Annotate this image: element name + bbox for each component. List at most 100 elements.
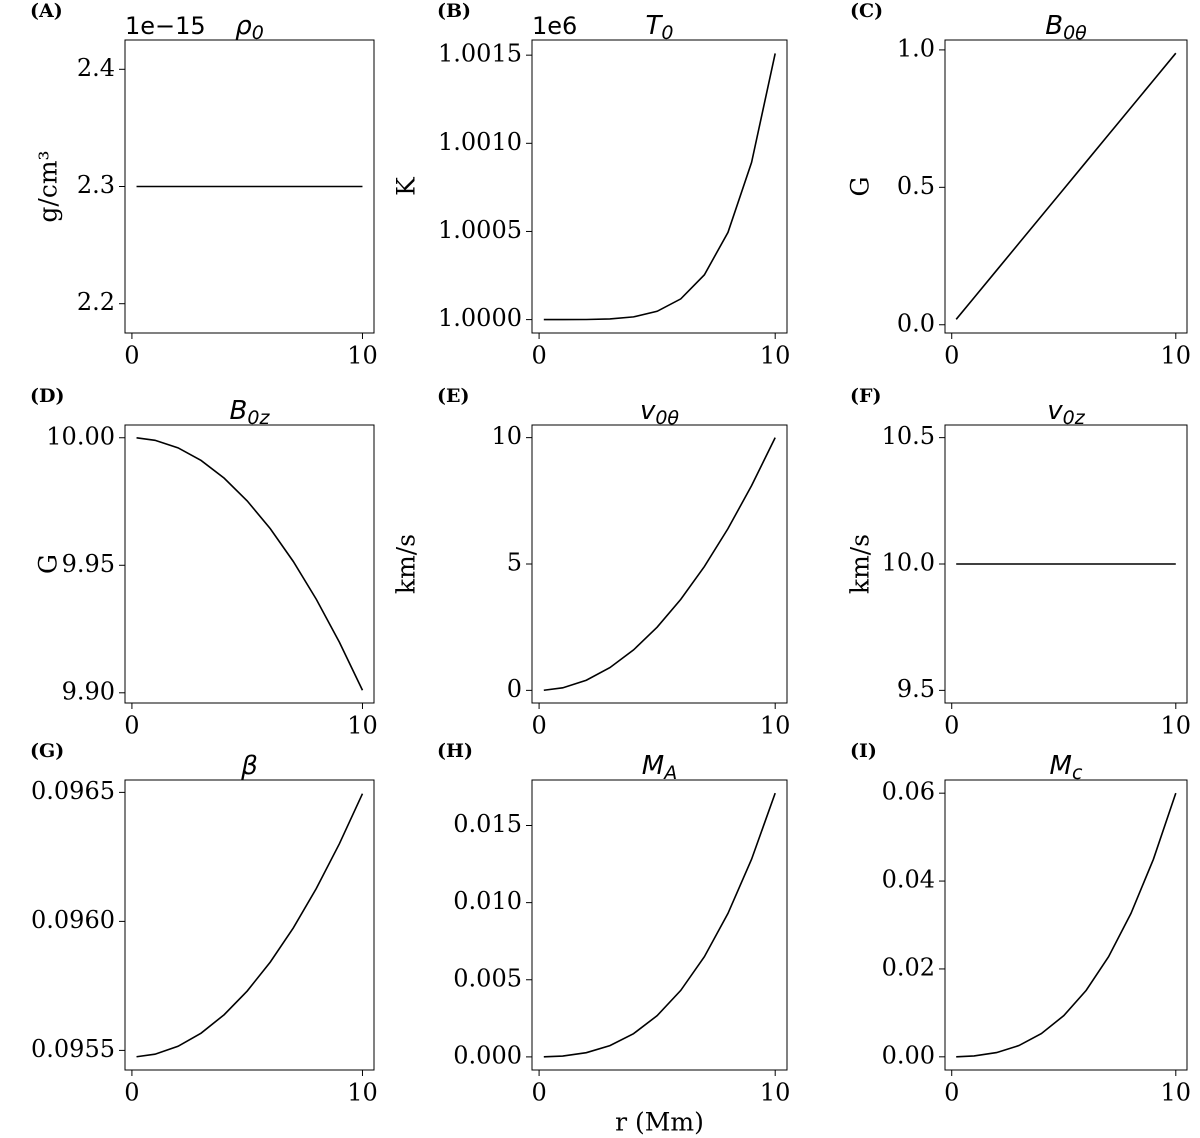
title-base: ρ [235,11,252,41]
title-sub: 0 [252,22,264,44]
data-line [543,53,776,321]
offset-text: 1e−15 [125,12,206,40]
panel-label: (C) [850,0,883,22]
y-tick-label: 9.90 [62,677,115,705]
subplot-title: v0θ [640,396,679,429]
y-tick-label: 9.95 [62,550,115,578]
x-tick-label: 10 [347,712,378,740]
x-tick-label: 0 [531,1079,546,1107]
panel-label: (A) [30,0,63,22]
y-tick-label: 10 [491,422,522,450]
title-base: B [1045,11,1063,41]
x-tick-label: 0 [124,712,139,740]
title-sub: 0θ [1063,22,1087,44]
title-base: M [642,751,664,781]
panel-label: (F) [850,385,881,407]
data-line [543,792,776,1058]
axes-frame [944,779,1188,1071]
subplot-title: T0 [646,11,674,44]
panel-label: (B) [437,0,471,22]
y-tick-label: 10.5 [882,422,935,450]
panel-label: (H) [437,740,473,762]
title-sub: 0z [1063,407,1086,429]
y-tick-label: 2.2 [77,288,115,316]
y-tick-label: 2.3 [77,171,115,199]
y-axis-label: km/s [392,534,421,594]
y-tick-label: 1.0010 [438,128,522,156]
y-axis-label: G [846,177,875,197]
panel-label: (D) [30,385,64,407]
y-tick-label: 0.0965 [31,777,115,805]
axes-frame [124,424,375,704]
x-tick-label: 0 [944,342,959,370]
x-tick-label: 10 [347,342,378,370]
x-tick-label: 10 [1161,1079,1192,1107]
y-tick-label: 1.0005 [438,216,522,244]
x-tick-label: 0 [944,1079,959,1107]
x-tick-label: 0 [944,712,959,740]
x-tick-label: 0 [531,712,546,740]
x-tick-label: 10 [1161,342,1192,370]
y-tick-label: 0.02 [882,953,935,981]
x-tick-label: 0 [124,1079,139,1107]
data-line [956,792,1177,1058]
title-base: M [1050,751,1072,781]
title-sub: 0θ [655,407,679,429]
panel-label: (E) [437,385,469,407]
y-tick-label: 0.06 [882,778,935,806]
axes-frame [531,424,788,704]
data-line [136,437,364,691]
x-axis-label: r (Mm) [615,1108,704,1137]
y-tick-label: 1.0015 [438,40,522,68]
y-axis-label: K [392,176,421,196]
y-tick-label: 1.0 [897,34,935,62]
subplot-title: B0z [230,396,271,429]
subplot-title: v0z [1047,396,1085,429]
x-tick-label: 0 [124,342,139,370]
y-axis-label: g/cm³ [34,150,63,222]
title-sub: c [1072,762,1083,784]
data-line [543,437,776,692]
subplot-title: β [240,751,258,781]
subplot-title: MA [642,751,677,784]
title-sub: A [662,762,677,784]
x-tick-label: 10 [1161,712,1192,740]
y-tick-label: 0.00 [882,1041,935,1069]
y-tick-label: 0.015 [453,810,522,838]
title-sub: 0z [247,407,270,429]
axes-frame [944,39,1188,334]
title-base: v [640,396,656,426]
y-axis-label: km/s [846,534,875,594]
title-base: B [230,396,248,426]
y-tick-label: 2.4 [77,54,115,82]
x-tick-label: 10 [347,1079,378,1107]
y-axis-label: G [34,554,63,574]
panel-label: (I) [850,740,877,762]
data-line [955,52,1177,320]
y-tick-label: 0.0 [897,309,935,337]
y-tick-label: 0.010 [453,887,522,915]
axes-frame [124,779,375,1071]
axes-frame [531,779,788,1071]
data-line [136,793,364,1058]
title-base: v [1047,396,1063,426]
title-base: β [240,751,258,781]
title-base: T [646,11,664,41]
y-tick-label: 0 [507,675,522,703]
x-tick-label: 0 [531,342,546,370]
y-tick-label: 10.00 [46,422,115,450]
panel-label: (G) [30,740,64,762]
y-tick-label: 1.0000 [438,304,522,332]
y-tick-label: 10.0 [882,549,935,577]
subplot-title: ρ0 [235,11,264,44]
y-tick-label: 0.0955 [31,1035,115,1063]
x-tick-label: 10 [760,1079,791,1107]
y-tick-label: 0.005 [453,964,522,992]
y-tick-label: 9.5 [897,675,935,703]
axes-frame [531,39,788,334]
y-tick-label: 0.5 [897,172,935,200]
y-tick-label: 0.04 [882,866,935,894]
y-tick-label: 5 [507,549,522,577]
y-tick-label: 0.000 [453,1041,522,1069]
